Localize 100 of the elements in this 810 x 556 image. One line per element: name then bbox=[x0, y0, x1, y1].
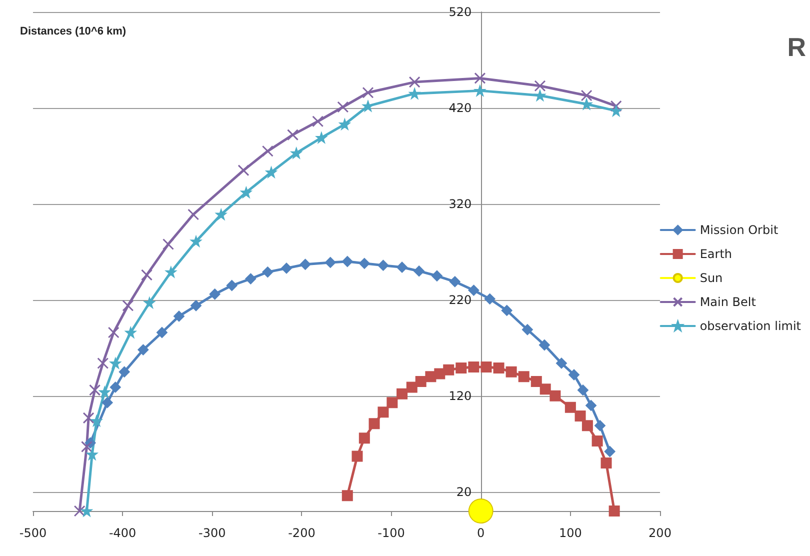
point bbox=[550, 390, 561, 402]
point bbox=[592, 435, 603, 446]
point bbox=[156, 327, 168, 338]
y-tick-label: 20 bbox=[456, 484, 472, 499]
point bbox=[125, 327, 136, 338]
point bbox=[342, 256, 353, 267]
point bbox=[556, 358, 567, 369]
point bbox=[300, 258, 311, 270]
point bbox=[610, 105, 622, 116]
point bbox=[262, 266, 274, 278]
point bbox=[280, 262, 292, 274]
point bbox=[86, 448, 98, 460]
legend-label: Main Belt bbox=[700, 295, 756, 309]
point bbox=[538, 339, 550, 350]
point bbox=[582, 420, 593, 432]
point bbox=[577, 384, 588, 396]
point bbox=[110, 382, 121, 393]
point bbox=[188, 208, 200, 220]
point bbox=[501, 304, 512, 316]
point bbox=[415, 376, 426, 387]
point bbox=[74, 505, 86, 517]
point bbox=[378, 260, 389, 271]
y-tick-label: 520 bbox=[448, 5, 472, 19]
point bbox=[396, 388, 408, 400]
point bbox=[534, 90, 546, 101]
point bbox=[443, 364, 454, 376]
point bbox=[226, 280, 238, 291]
point bbox=[97, 357, 109, 369]
point bbox=[81, 506, 92, 516]
point bbox=[530, 376, 542, 387]
point bbox=[362, 86, 374, 98]
point bbox=[290, 148, 302, 159]
point bbox=[506, 366, 517, 378]
point bbox=[474, 85, 486, 96]
point bbox=[352, 450, 363, 462]
point bbox=[362, 100, 374, 112]
x-tick-label: -200 bbox=[288, 526, 316, 540]
point bbox=[522, 324, 533, 336]
point bbox=[386, 397, 398, 408]
legend-label: Mission Orbit bbox=[700, 223, 778, 237]
y-tick-label: 220 bbox=[448, 292, 472, 307]
point bbox=[406, 382, 418, 393]
point bbox=[190, 236, 202, 247]
point bbox=[216, 208, 227, 220]
point bbox=[342, 490, 353, 502]
point bbox=[368, 418, 380, 430]
point bbox=[89, 384, 101, 396]
point bbox=[162, 238, 174, 250]
point bbox=[138, 344, 149, 356]
point bbox=[594, 420, 606, 432]
point bbox=[108, 326, 120, 338]
point bbox=[408, 76, 420, 88]
y-tick-label: 420 bbox=[448, 100, 472, 115]
point bbox=[534, 80, 546, 92]
point bbox=[240, 186, 252, 198]
point bbox=[480, 362, 492, 373]
point bbox=[99, 386, 110, 398]
point bbox=[493, 362, 504, 374]
point bbox=[287, 129, 299, 141]
legend-label: Earth bbox=[700, 247, 732, 261]
x-tick-label: -500 bbox=[19, 526, 47, 540]
point bbox=[580, 90, 592, 102]
point bbox=[91, 415, 102, 426]
point bbox=[474, 72, 486, 84]
point bbox=[540, 384, 551, 395]
point bbox=[165, 266, 176, 278]
point bbox=[262, 145, 274, 157]
point bbox=[339, 118, 350, 130]
point bbox=[409, 88, 420, 100]
point bbox=[174, 310, 184, 322]
point bbox=[144, 297, 155, 308]
x-tick-label: 200 bbox=[648, 526, 672, 540]
point bbox=[337, 101, 349, 113]
point bbox=[324, 256, 336, 268]
point bbox=[449, 276, 460, 288]
point bbox=[358, 432, 370, 444]
point bbox=[431, 270, 442, 282]
point bbox=[118, 366, 130, 378]
point bbox=[581, 98, 592, 110]
legend-label: Sun bbox=[700, 271, 723, 285]
point bbox=[122, 300, 134, 312]
x-tick-label: 100 bbox=[558, 526, 582, 540]
point bbox=[586, 400, 597, 411]
y-tick-label: 320 bbox=[448, 196, 472, 211]
point bbox=[468, 362, 480, 373]
point bbox=[312, 116, 324, 128]
point bbox=[468, 284, 480, 296]
point bbox=[82, 412, 94, 424]
y-tick-label: 120 bbox=[448, 388, 472, 403]
point bbox=[110, 358, 121, 369]
point bbox=[378, 406, 389, 418]
point bbox=[316, 132, 327, 144]
x-tick-label: -300 bbox=[198, 526, 226, 540]
point bbox=[141, 269, 153, 281]
point bbox=[80, 440, 92, 452]
text: R bbox=[787, 32, 806, 62]
point bbox=[245, 273, 256, 284]
legend-label: observation limit bbox=[700, 319, 802, 333]
point bbox=[468, 498, 494, 524]
point bbox=[414, 266, 425, 277]
